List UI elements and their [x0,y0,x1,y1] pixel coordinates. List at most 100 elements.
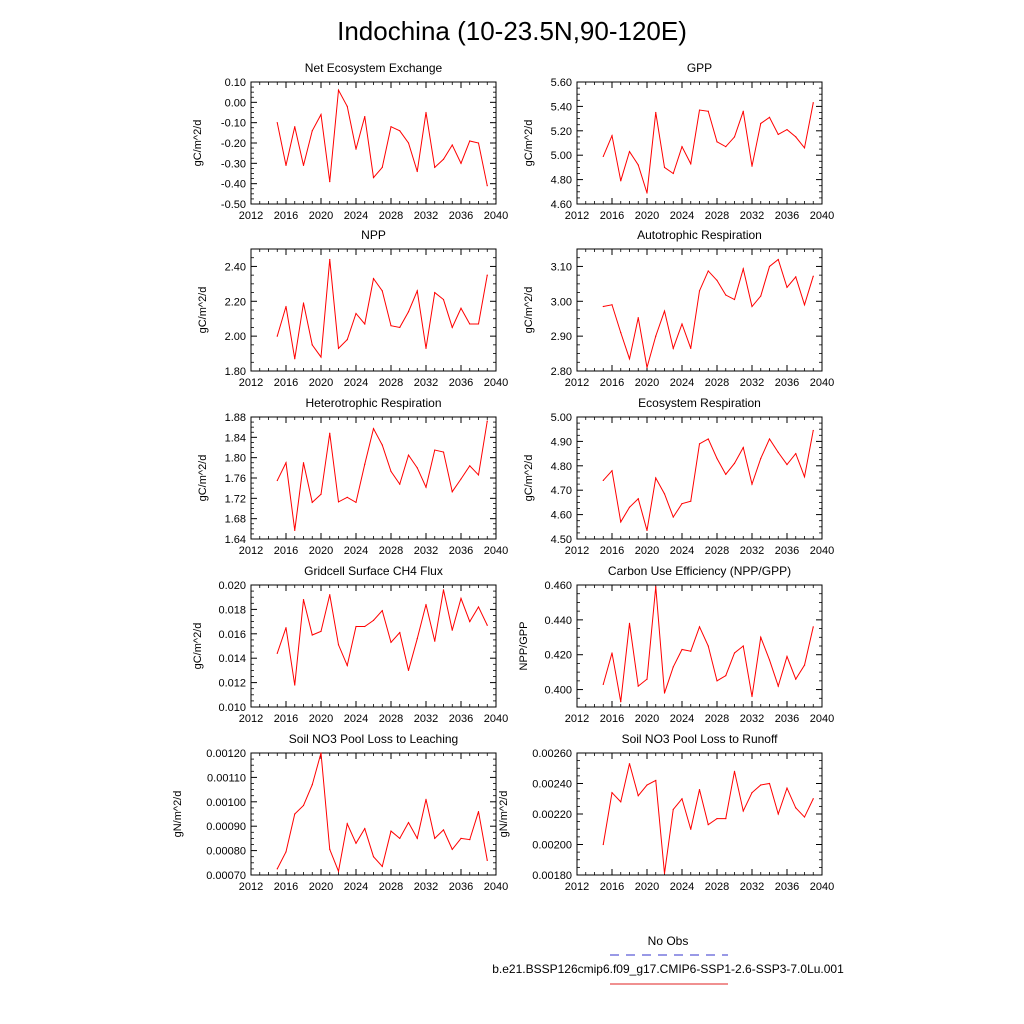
data-point [442,158,445,160]
y-tick-label: -0.10 [221,118,246,130]
panel-npp: NPP 2012 2016 2020 2024 2028 2032 2036 2040 1.80 2… [197,228,508,389]
x-tick-label: 2036 [775,210,799,222]
data-point [672,516,674,518]
data-point [663,692,666,694]
data-point [285,627,287,629]
data-point [355,842,357,844]
data-point [416,638,418,640]
x-tick-label: 2016 [274,881,298,893]
plot-frame [576,584,823,708]
data-point [451,326,453,329]
data-point [742,810,744,812]
data-point [742,446,744,449]
data-point [795,136,797,138]
data-point [733,770,736,772]
data-point [777,258,779,261]
y-tick-label: 4.50 [551,534,572,546]
y-tick-label: 4.60 [551,510,572,522]
data-point [777,685,779,687]
data-point [690,650,692,652]
data-point [795,807,797,809]
panel-title: Ecosystem Respiration [638,396,761,410]
y-tick-label: 0.00120 [206,748,246,760]
data-point [442,298,445,301]
data-point [372,856,375,858]
data-point [620,701,622,703]
data-point [620,521,622,523]
data-point [346,105,348,107]
data-point [285,164,287,166]
data-point [477,810,480,813]
data-point [751,165,753,167]
data-point [407,454,410,456]
y-tick-label: 1.80 [225,453,246,465]
x-tick-label: 2024 [670,377,694,389]
x-tick-label: 2032 [740,210,764,222]
x-tick-label: 2012 [565,545,589,557]
data-point [751,695,753,698]
y-tick-label: 2.90 [551,331,572,343]
data-point [768,438,771,440]
data-point [803,304,806,306]
data-point [742,645,744,647]
data-point [716,279,718,281]
y-tick-label: 0.020 [218,580,246,592]
data-point [311,634,313,636]
x-tick-label: 2032 [740,545,764,557]
data-point [364,323,366,325]
y-tick-label: 5.20 [551,126,572,138]
data-point [663,310,666,312]
data-point [381,865,383,868]
data-point [716,680,718,682]
data-point [760,122,762,125]
data-point [486,859,488,861]
data-point [698,290,701,292]
data-point [698,626,701,628]
x-tick-label: 2036 [449,545,473,557]
data-point [725,817,727,820]
data-point [364,625,366,628]
panel-gridcell-surface-ch4-flux: Gridcell Surface CH4 Flux 2012 2016 2020 202… [192,564,508,725]
data-point [477,323,480,325]
data-point [329,432,331,434]
data-point [707,438,709,440]
x-tick-label: 2032 [414,713,438,725]
data-point [733,462,736,464]
y-tick-label: 1.84 [225,432,246,444]
data-point [768,782,771,785]
data-point [477,606,480,608]
data-point [655,111,657,114]
data-point [337,870,340,872]
data-point [346,823,348,825]
data-point [364,463,366,465]
y-tick-label: 0.00180 [532,870,572,882]
data-point [672,172,674,175]
x-tick-label: 2012 [565,881,589,893]
data-point [707,270,709,272]
data-point [611,792,613,794]
y-tick-label: 0.014 [218,653,246,665]
data-point [425,111,427,114]
series-line [602,430,814,531]
y-tick-label: 0.400 [544,685,572,697]
panel-title: GPP [687,61,712,75]
data-point [372,176,375,179]
x-tick-label: 2024 [670,210,694,222]
data-point [803,664,806,666]
series-line [602,102,814,194]
data-point [320,113,322,116]
data-point [469,621,471,623]
data-point [760,784,762,786]
x-tick-label: 2024 [670,881,694,893]
data-point [751,305,753,308]
x-tick-label: 2012 [565,377,589,389]
y-axis-title: gC/m^2/d [523,120,535,167]
y-axis-title: gC/m^2/d [197,455,209,502]
panel-title: Autotrophic Respiration [637,228,762,242]
data-point [602,843,604,846]
data-point [355,501,357,503]
data-point [416,170,418,173]
data-point [628,622,631,624]
data-point [663,493,666,495]
